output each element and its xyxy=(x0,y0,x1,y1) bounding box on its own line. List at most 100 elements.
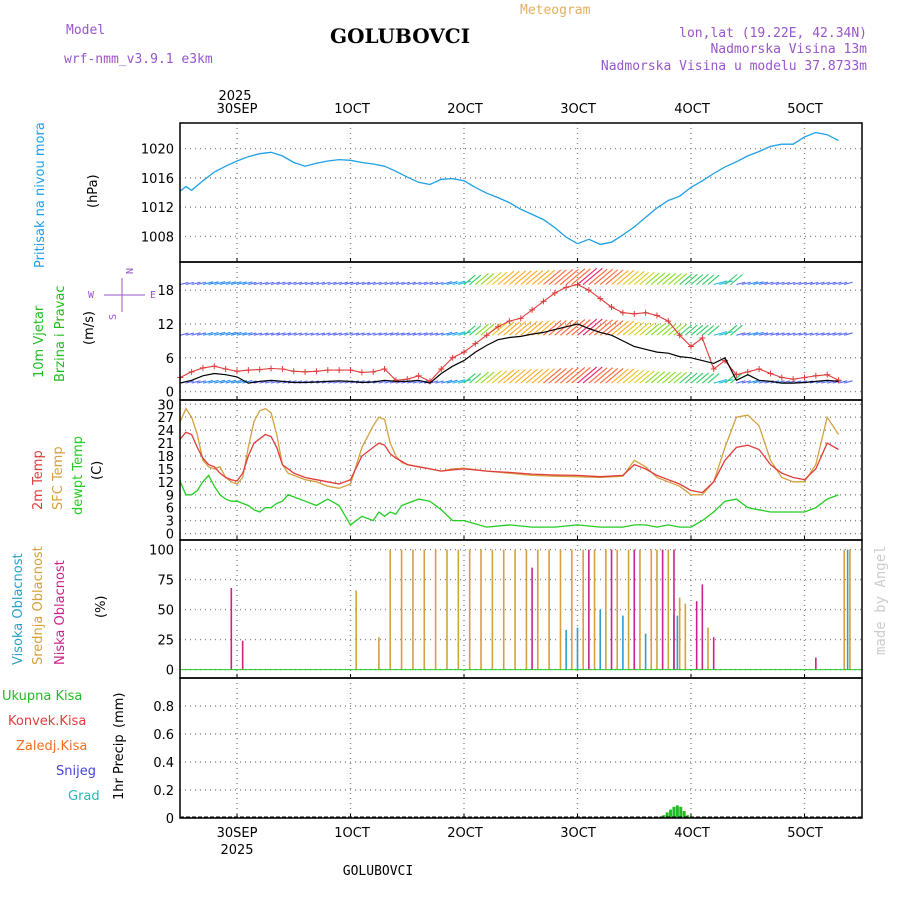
wind-barb xyxy=(611,368,629,384)
wind-barb xyxy=(248,281,257,286)
wind-barb xyxy=(225,281,237,286)
wind-barb xyxy=(276,332,286,336)
wind-barb xyxy=(293,281,303,286)
gust-marker xyxy=(756,366,763,373)
wind-barb xyxy=(719,280,733,286)
cloud-ylabel: (%) xyxy=(94,596,109,619)
wind-barb xyxy=(582,366,603,384)
wind-barb xyxy=(378,332,388,336)
wind-barb xyxy=(650,323,666,336)
panel-precip: 0 0.2 0.4 0.6 0.8 xyxy=(153,677,863,827)
wind-barb xyxy=(753,281,764,286)
wind-barb xyxy=(559,319,579,336)
wind-barb xyxy=(582,267,603,285)
wind-barb xyxy=(316,332,326,336)
wind-barb xyxy=(412,332,422,336)
wind-barb xyxy=(747,331,759,336)
wind-barb xyxy=(463,373,476,384)
wind-barb xyxy=(265,332,274,336)
gust-marker xyxy=(222,366,229,373)
gust-marker xyxy=(517,315,524,322)
gust-marker xyxy=(313,368,320,375)
wind-barb xyxy=(667,273,682,285)
gust-marker xyxy=(370,368,377,375)
temperature-ytick: 27 xyxy=(157,411,174,426)
wind-barb xyxy=(219,281,231,286)
precip-legend-0: Ukupna Kisa xyxy=(2,689,82,704)
wind-barb xyxy=(815,281,825,286)
gust-marker xyxy=(699,335,706,342)
wind-barb xyxy=(509,368,527,384)
wind-barb xyxy=(435,281,444,286)
gust-marker xyxy=(642,309,649,316)
wind-barb xyxy=(639,322,655,336)
wind-barb xyxy=(310,332,320,336)
wind-barb xyxy=(656,323,671,336)
wind-barb xyxy=(514,270,532,285)
gust-marker xyxy=(597,295,604,302)
elevation: Nadmorska Visina 13m xyxy=(710,42,867,57)
wind-barb xyxy=(565,268,586,285)
wind-barb xyxy=(350,281,360,286)
wind-barb xyxy=(616,368,635,384)
wind-barb xyxy=(684,273,698,285)
precip-legend-3: Snijeg xyxy=(56,764,96,779)
wind-barb xyxy=(679,372,693,384)
wind-barb xyxy=(180,281,189,286)
wind-barb xyxy=(696,372,709,384)
gust-marker xyxy=(392,377,399,384)
wind-barb xyxy=(798,281,807,286)
wind-barb xyxy=(520,320,538,336)
temperature-ytick: 9 xyxy=(166,489,174,504)
wind-barb xyxy=(843,380,853,384)
wind-title: 10m Vjetar xyxy=(32,305,47,378)
wind-barb xyxy=(401,332,411,336)
temperature-ytick: 12 xyxy=(157,476,174,491)
wind-barb xyxy=(339,281,349,286)
wind-barb xyxy=(622,369,639,384)
wind-barb xyxy=(373,332,382,336)
temp-ylabel: (C) xyxy=(90,461,105,480)
wind-barb xyxy=(389,281,400,286)
wind-barb xyxy=(202,331,214,336)
wind-barb xyxy=(713,378,728,384)
wind-barb xyxy=(458,379,472,384)
wind-barb xyxy=(395,332,405,336)
wind-barb xyxy=(463,325,476,336)
wind-barb xyxy=(730,324,743,336)
precip-bar xyxy=(675,805,679,818)
wind-barb xyxy=(491,271,508,285)
precip-ytick: 0.2 xyxy=(153,784,174,799)
wind-barb xyxy=(401,281,411,286)
wind-barb xyxy=(480,371,495,384)
gust-marker xyxy=(381,366,388,373)
panel-clouds: 0 25 50 75 100 xyxy=(149,539,863,679)
wind-barb xyxy=(497,270,515,285)
gust-marker xyxy=(551,289,558,296)
wind-barb xyxy=(770,281,780,286)
precip-legend-1: Konvek.Kisa xyxy=(8,714,86,729)
wind-barb xyxy=(758,332,769,336)
clouds-ytick: 100 xyxy=(149,544,174,559)
wind-barb xyxy=(333,281,343,286)
temperature-ytick: 0 xyxy=(166,528,174,543)
wind-barb xyxy=(259,332,269,336)
wind-barb xyxy=(236,281,247,286)
gust-marker xyxy=(778,374,785,381)
wind-barb xyxy=(458,280,472,286)
wind-barb xyxy=(525,270,544,285)
wind-barb xyxy=(231,281,242,286)
wind-barb xyxy=(554,367,574,384)
temperature-ytick: 6 xyxy=(166,502,174,517)
wind-barb xyxy=(537,368,556,384)
cloud-title2: Srednja Oblacnost xyxy=(31,546,46,665)
wind-barb xyxy=(514,321,532,336)
wind-barb xyxy=(429,332,439,336)
wind-barb xyxy=(191,281,201,286)
wind-barb xyxy=(730,372,743,384)
gust-marker xyxy=(336,367,343,374)
temperature-frame xyxy=(179,399,863,541)
wind-barb xyxy=(707,325,720,336)
